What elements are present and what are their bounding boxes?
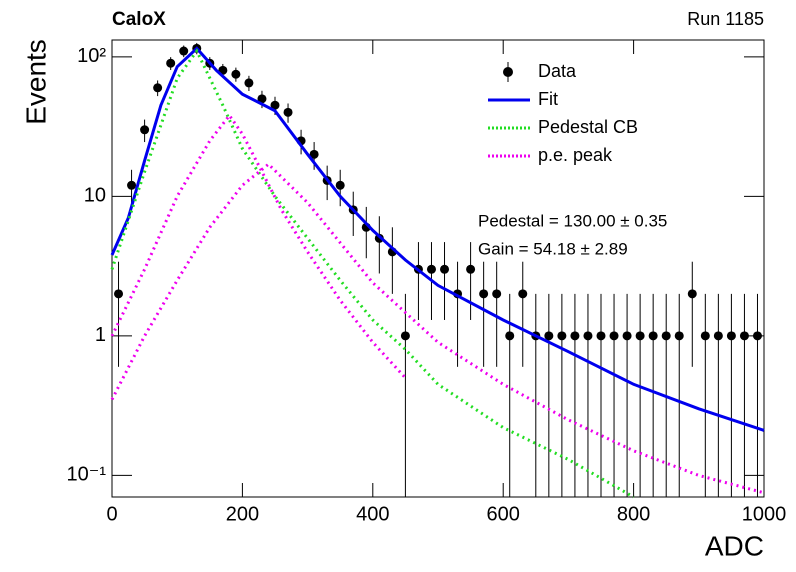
x-tick-label: 200 xyxy=(226,503,259,525)
x-tick-label: 600 xyxy=(487,503,520,525)
data-point xyxy=(244,78,254,88)
x-tick-label: 1000 xyxy=(742,503,787,525)
annotation: Gain = 54.18 ± 2.89 xyxy=(478,239,628,258)
y-tick-label: 10 xyxy=(84,185,106,207)
legend-label: Fit xyxy=(538,89,558,109)
data-point xyxy=(739,331,749,341)
component-curve xyxy=(110,48,635,499)
annotation: Pedestal = 130.00 ± 0.35 xyxy=(478,211,667,230)
data-point xyxy=(505,331,515,341)
data-point xyxy=(127,180,137,190)
chart-title: CaloX xyxy=(112,9,166,30)
data-point xyxy=(713,331,723,341)
component-curve xyxy=(110,162,765,495)
data-point xyxy=(466,264,476,274)
x-tick-label: 0 xyxy=(106,503,117,525)
data-point xyxy=(518,289,528,299)
data-point xyxy=(700,331,710,341)
data-point xyxy=(231,69,241,79)
data-point xyxy=(570,331,580,341)
data-point xyxy=(635,331,645,341)
data-point xyxy=(179,46,189,56)
data-point xyxy=(400,331,410,341)
data-point xyxy=(479,289,489,299)
legend-label: Pedestal CB xyxy=(538,117,638,137)
y-tick-label: 1 xyxy=(95,324,106,346)
x-tick-label: 800 xyxy=(617,503,650,525)
component-curve xyxy=(110,112,407,379)
data-point xyxy=(114,289,124,299)
data-point xyxy=(426,264,436,274)
data-point xyxy=(335,180,345,190)
y-tick-label: 10² xyxy=(77,45,106,67)
data-point xyxy=(752,331,762,341)
legend-label: Data xyxy=(538,61,577,81)
y-tick-label: 10⁻¹ xyxy=(67,464,107,486)
x-axis-label: ADC xyxy=(705,530,764,561)
data-point xyxy=(609,331,619,341)
data-point xyxy=(544,331,554,341)
data-point xyxy=(283,107,293,117)
data-point xyxy=(661,331,671,341)
data-point xyxy=(596,331,606,341)
data-point xyxy=(583,331,593,341)
data-point xyxy=(492,289,502,299)
y-axis-label: Events xyxy=(20,39,51,125)
data-point xyxy=(557,331,567,341)
fit-curve xyxy=(110,46,765,432)
data-point xyxy=(257,94,267,104)
data-point xyxy=(622,331,632,341)
legend-marker xyxy=(503,67,513,77)
x-tick-label: 400 xyxy=(356,503,389,525)
data-point xyxy=(153,83,163,93)
data-point xyxy=(166,58,176,68)
data-point xyxy=(440,264,450,274)
data-point xyxy=(309,149,319,159)
data-point xyxy=(648,331,658,341)
data-point xyxy=(674,331,684,341)
legend-label: p.e. peak xyxy=(538,145,613,165)
data-point xyxy=(726,331,736,341)
data-point xyxy=(270,100,280,110)
data-point xyxy=(140,125,150,135)
run-label: Run 1185 xyxy=(687,9,764,29)
data-point xyxy=(687,289,697,299)
